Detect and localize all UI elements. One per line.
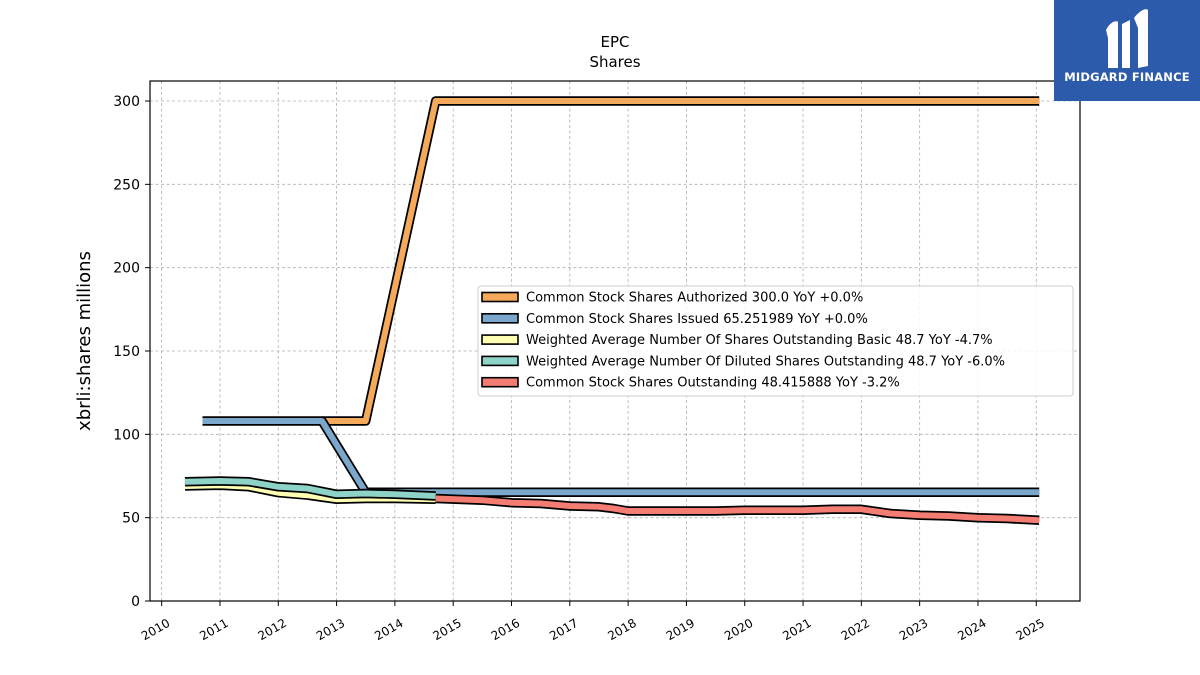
series-line [435, 493, 1040, 526]
series-line-fill [184, 478, 436, 499]
y-axis-label: xbrli:shares millions [74, 251, 95, 431]
legend-entry: Common Stock Shares Authorized 300.0 YoY… [526, 291, 863, 306]
x-tick-label: 2013 [314, 616, 347, 643]
x-tick-label: 2010 [139, 616, 172, 643]
x-tick-label: 2012 [256, 616, 289, 643]
x-tick-label: 2015 [430, 616, 463, 643]
x-tick-label: 2020 [722, 616, 755, 643]
series-line [322, 96, 1040, 426]
legend: Common Stock Shares Authorized 300.0 YoY… [477, 285, 1074, 397]
legend-entry: Weighted Average Number Of Diluted Share… [526, 354, 1005, 369]
y-tick-label: 50 [122, 511, 140, 527]
series-line-fill [202, 418, 1040, 496]
chart-subtitle: Shares [589, 53, 640, 71]
logo-mark-icon [1106, 9, 1148, 68]
series-line [202, 416, 1040, 498]
legend-swatch [481, 312, 519, 324]
midgard-finance-logo: MIDGARD FINANCE [1054, 0, 1200, 101]
y-tick-label: 100 [113, 427, 140, 443]
legend-swatch [481, 355, 519, 367]
y-tick-label: 300 [113, 94, 140, 110]
y-tick-label: 200 [113, 261, 140, 277]
legend-swatch [481, 376, 519, 388]
legend-entry: Common Stock Shares Issued 65.251989 YoY… [526, 312, 868, 327]
y-tick-label: 150 [113, 344, 140, 360]
x-tick-label: 2016 [489, 616, 522, 643]
x-tick-label: 2018 [605, 616, 638, 643]
series-line-fill [435, 495, 1040, 524]
legend-entry: Weighted Average Number Of Shares Outsta… [526, 333, 993, 348]
series-line [184, 476, 436, 501]
x-tick-label: 2024 [955, 616, 988, 643]
x-tick-label: 2011 [197, 616, 230, 643]
legend-swatch [481, 291, 519, 303]
x-tick-label: 2014 [372, 616, 405, 643]
legend-swatch [481, 334, 519, 345]
logo-text: MIDGARD FINANCE [1064, 70, 1190, 84]
x-tick-label: 2022 [839, 616, 872, 643]
x-tick-label: 2021 [780, 616, 813, 643]
x-tick-label: 2019 [664, 616, 697, 643]
plot-frame [149, 80, 1081, 602]
legend-box [477, 285, 1074, 397]
y-tick-label: 250 [113, 177, 140, 193]
chart-title: EPC [601, 33, 630, 51]
x-tick-label: 2017 [547, 616, 580, 643]
x-tick-label: 2023 [897, 616, 930, 643]
y-tick-label: 0 [131, 594, 140, 610]
series-layer [184, 96, 1040, 526]
x-tick-label: 2025 [1014, 616, 1047, 643]
series-line-fill [322, 98, 1040, 424]
legend-entry: Common Stock Shares Outstanding 48.41588… [526, 376, 900, 391]
